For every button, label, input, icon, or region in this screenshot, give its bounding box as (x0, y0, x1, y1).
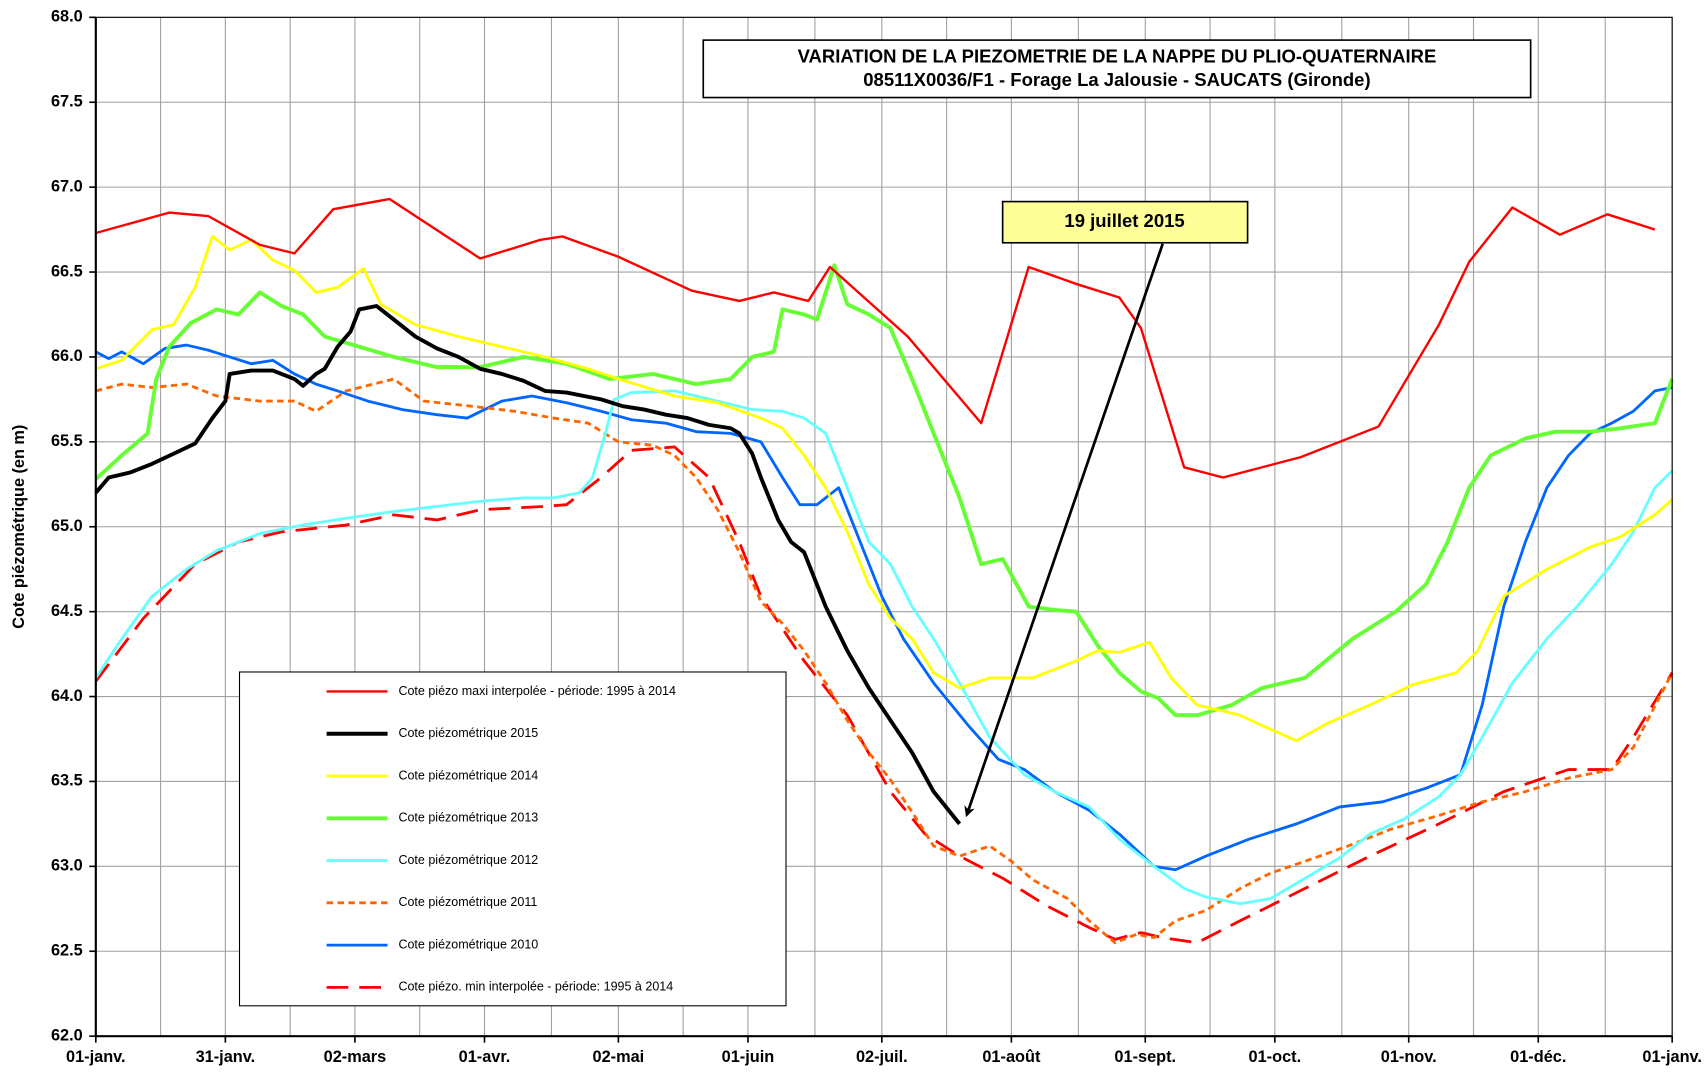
y-tick-label: 66.5 (51, 262, 83, 280)
x-tick-label: 02-mai (593, 1048, 645, 1066)
x-tick-label: 01-oct. (1249, 1048, 1302, 1066)
series-line (95, 234, 1674, 743)
ticks: 62.0 62.5 63.0 63.5 64.0 64.5 65.0 65.5 66.0 66.5… (51, 8, 1702, 1066)
x-tick-label: 01-déc. (1510, 1048, 1566, 1066)
x-tick-label: 01-janv. (66, 1048, 126, 1066)
legend: Cote piézo maxi interpolée - période: 19… (326, 684, 676, 994)
series-line (95, 197, 1656, 479)
chart-title: VARIATION DE LA PIEZOMETRIE DE LA NAPPE … (798, 45, 1437, 66)
x-tick-label: 01-août (982, 1048, 1041, 1066)
y-tick-label: 65.5 (51, 432, 83, 450)
chart-subtitle: 08511X0036/F1 - Forage La Jalousie - SAU… (863, 69, 1370, 90)
series-line (94, 263, 1674, 718)
series-line (95, 377, 1674, 945)
x-tick-label: 31-janv. (196, 1048, 256, 1066)
y-tick-label: 64.5 (51, 602, 83, 620)
legend-label: Cote piézométrique 2013 (398, 811, 538, 825)
y-tick-label: 63.5 (51, 772, 83, 790)
y-tick-label: 67.5 (51, 93, 83, 111)
y-tick-label: 68.0 (51, 8, 83, 26)
legend-label: Cote piézo. min interpolée - période: 19… (398, 980, 673, 994)
series-line (94, 389, 1674, 906)
x-tick-label: 01-avr. (459, 1048, 511, 1066)
y-tick-label: 65.0 (51, 517, 83, 535)
series-line (94, 304, 962, 826)
y-tick-label: 66.0 (51, 347, 83, 365)
y-tick-label: 64.0 (51, 687, 83, 705)
series-line (94, 445, 1674, 945)
legend-label: Cote piézométrique 2014 (398, 768, 538, 782)
x-tick-label: 02-mars (324, 1048, 387, 1066)
annotation: 19 juillet 2015 (1064, 210, 1184, 231)
legend-label: Cote piézométrique 2010 (398, 937, 538, 951)
title-box (702, 39, 1532, 99)
legend-label: Cote piézo maxi interpolée - période: 19… (398, 684, 676, 698)
y-tick-label: 62.0 (51, 1026, 83, 1044)
legend-label: Cote piézométrique 2011 (398, 895, 537, 909)
annotation-arrow (964, 243, 1164, 818)
x-tick-label: 01-nov. (1381, 1048, 1437, 1066)
x-tick-label: 01-sept. (1114, 1048, 1176, 1066)
y-tick-label: 62.5 (51, 942, 83, 960)
legend-box (238, 671, 787, 1007)
x-tick-label: 02-juil. (856, 1048, 908, 1066)
series-line (95, 343, 1673, 872)
y-axis-label: Cote piézométrique (en m) (10, 425, 28, 629)
legend-label: Cote piézométrique 2012 (398, 853, 538, 867)
annotation-box (1001, 200, 1249, 244)
x-tick-label: 01-janv. (1642, 1048, 1702, 1066)
y-tick-label: 67.0 (51, 177, 83, 195)
legend-label: Cote piézométrique 2015 (398, 726, 538, 740)
lines (94, 197, 1674, 945)
y-tick-label: 63.0 (51, 857, 83, 875)
x-tick-label: 01-juin (722, 1048, 775, 1066)
